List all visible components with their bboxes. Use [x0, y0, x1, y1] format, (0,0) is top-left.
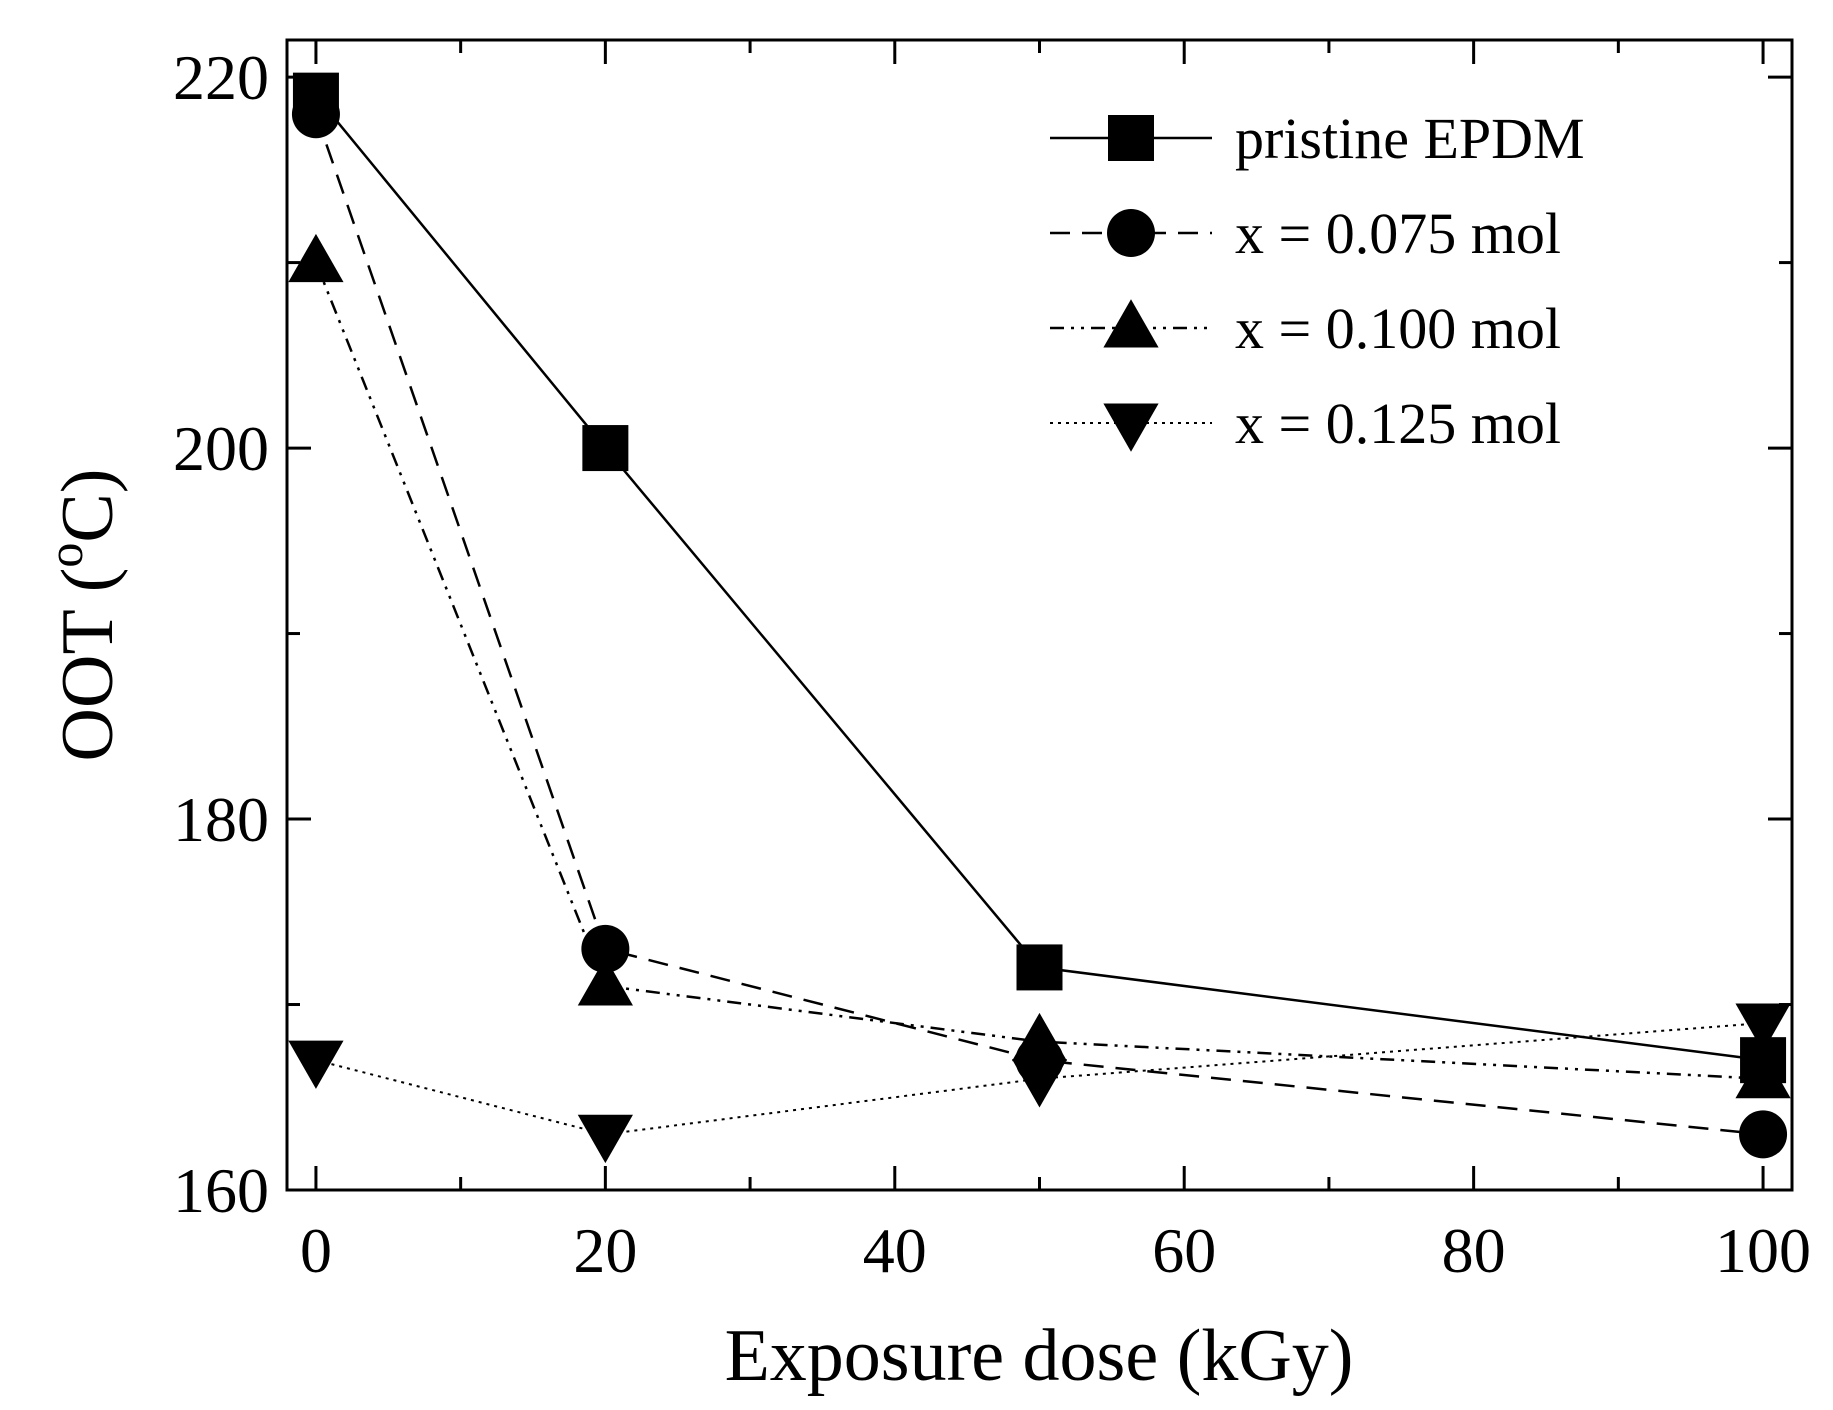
data-point-triangle-down [1011, 1059, 1068, 1108]
data-point-triangle-up [1735, 1049, 1791, 1099]
legend-marker-triangle-down [1103, 403, 1159, 452]
x-tick-label: 0 [300, 1215, 332, 1286]
y-tick-label: 160 [173, 1155, 269, 1226]
legend-label: x = 0.125 mol [1235, 391, 1561, 456]
legend-label: x = 0.100 mol [1235, 296, 1561, 361]
series-line-2 [314, 262, 1764, 1080]
data-point-triangle-up [288, 233, 344, 283]
x-tick-label: 100 [1715, 1215, 1811, 1286]
y-tick-label: 200 [173, 413, 269, 484]
legend-label: pristine EPDM [1235, 106, 1585, 171]
data-point-square [1016, 944, 1063, 991]
x-tick-label: 60 [1152, 1215, 1216, 1286]
x-tick-label: 40 [863, 1215, 927, 1286]
x-ticks: 0 20 40 60 80 100 [300, 40, 1811, 1286]
data-point-circle [291, 90, 340, 139]
series-markers [288, 72, 1791, 1164]
series-line-0 [314, 94, 1764, 1062]
legend-marker-circle [1107, 209, 1155, 257]
data-point-triangle-down [288, 1040, 344, 1089]
x-axis-title: Exposure dose (kGy) [725, 1315, 1354, 1397]
x-tick-label: 80 [1442, 1215, 1506, 1286]
data-point-triangle-down [577, 1114, 633, 1164]
data-point-triangle-up [577, 957, 633, 1006]
data-point-circle [1739, 1110, 1788, 1159]
y-tick-label: 220 [173, 42, 269, 113]
data-point-circle [581, 924, 630, 973]
y-tick-label: 180 [173, 784, 269, 855]
series-line-1 [314, 113, 1764, 1136]
legend: pristine EPDM x = 0.075 mol x = 0.100 mol x… [1050, 106, 1585, 456]
data-point-triangle-up [1011, 1012, 1068, 1062]
legend-marker-square [1108, 115, 1154, 161]
series-lines [314, 94, 1764, 1136]
y-axis-title: OOT (oC) [37, 469, 129, 762]
legend-marker-triangle-up [1103, 299, 1159, 348]
data-point-square [582, 425, 629, 472]
data-point-triangle-down [1735, 1003, 1791, 1052]
x-tick-label: 20 [573, 1215, 637, 1286]
legend-label: x = 0.075 mol [1235, 201, 1561, 266]
